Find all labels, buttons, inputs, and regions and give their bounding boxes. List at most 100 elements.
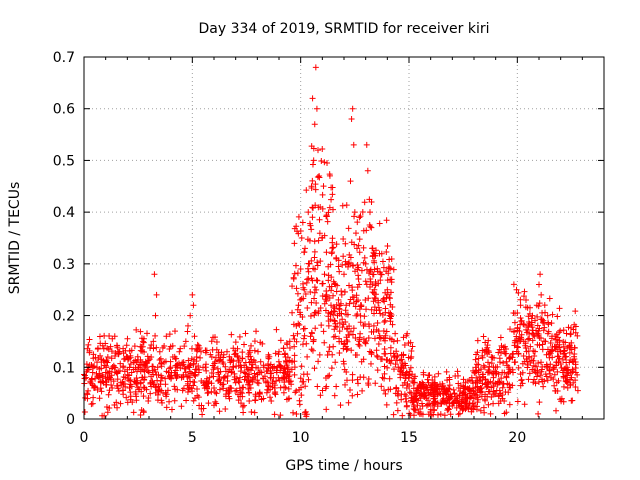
data-point — [293, 322, 300, 329]
data-point — [346, 282, 353, 289]
data-point — [150, 345, 157, 352]
data-point — [193, 348, 200, 355]
data-point — [343, 202, 350, 209]
data-point — [330, 343, 337, 350]
data-point — [322, 385, 329, 392]
axis-ticks: 0 0.1 0.2 0.3 0.4 0.5 0.6 0.7 0 5 10 15 20 — [53, 50, 604, 446]
data-point — [328, 287, 335, 294]
data-point — [459, 396, 466, 403]
data-point — [124, 353, 131, 360]
data-point — [184, 388, 191, 395]
data-point — [283, 375, 290, 382]
data-point — [420, 369, 427, 376]
data-point — [547, 361, 554, 368]
data-point — [566, 343, 573, 350]
data-point — [371, 286, 378, 293]
data-point — [315, 358, 322, 365]
data-point — [412, 373, 419, 380]
data-point — [379, 258, 386, 265]
data-point — [331, 317, 338, 324]
data-point — [319, 280, 326, 287]
data-point — [495, 371, 502, 378]
data-point — [325, 277, 332, 284]
data-point — [311, 295, 318, 302]
data-point — [549, 311, 556, 318]
data-point — [376, 220, 383, 227]
data-point — [492, 364, 499, 371]
data-point — [560, 327, 567, 334]
data-point — [198, 348, 204, 355]
data-point — [323, 291, 330, 298]
data-point — [304, 276, 311, 283]
data-point — [382, 332, 389, 339]
data-point — [381, 319, 388, 326]
data-point — [114, 376, 121, 383]
x-tick-label: 20 — [508, 430, 526, 446]
data-point — [382, 390, 389, 397]
data-point — [216, 386, 223, 393]
data-point — [380, 295, 387, 302]
data-point — [362, 297, 369, 304]
data-point — [341, 366, 348, 373]
data-point — [551, 371, 558, 378]
data-point — [497, 334, 504, 341]
data-point — [242, 370, 249, 377]
data-point — [529, 327, 536, 334]
data-point — [572, 329, 579, 336]
data-point — [567, 324, 574, 331]
x-axis-label: GPS time / hours — [285, 458, 402, 474]
data-point — [183, 397, 190, 404]
data-point — [490, 374, 497, 381]
data-point — [475, 369, 482, 376]
data-point — [536, 334, 543, 341]
data-point — [317, 258, 324, 265]
data-point — [331, 392, 338, 399]
data-point — [392, 330, 399, 337]
data-point — [521, 288, 528, 295]
data-point — [398, 351, 405, 358]
data-point — [294, 228, 301, 235]
data-point — [124, 375, 131, 382]
data-point — [564, 367, 571, 374]
data-point — [90, 394, 97, 401]
data-point — [329, 351, 336, 358]
data-point — [139, 374, 146, 381]
data-point — [186, 362, 193, 369]
data-point — [305, 376, 312, 383]
data-point — [574, 387, 581, 394]
data-point — [561, 365, 568, 372]
data-point — [538, 291, 545, 298]
y-tick-label: 0 — [66, 412, 75, 428]
data-point — [368, 224, 375, 231]
data-point — [293, 338, 300, 345]
data-point — [500, 381, 507, 388]
data-point — [280, 374, 287, 381]
data-point — [373, 352, 380, 359]
data-point — [167, 364, 174, 371]
data-point — [480, 333, 487, 340]
data-point — [473, 351, 480, 358]
data-point — [169, 353, 176, 360]
data-point — [185, 357, 192, 364]
data-point — [305, 268, 312, 275]
data-point — [546, 370, 553, 377]
data-point — [455, 380, 462, 387]
data-point — [536, 281, 542, 288]
data-point — [518, 331, 525, 338]
y-tick-label: 0.3 — [53, 257, 75, 273]
data-point — [329, 235, 336, 242]
data-point — [399, 361, 406, 368]
data-point — [386, 375, 393, 382]
data-point — [374, 354, 381, 361]
data-point — [189, 291, 196, 298]
data-point — [348, 239, 355, 246]
data-point — [342, 381, 349, 388]
data-point — [517, 314, 524, 321]
data-point — [572, 369, 579, 376]
data-point — [291, 240, 298, 247]
data-point — [404, 330, 411, 337]
data-point — [523, 297, 529, 304]
data-point — [517, 302, 524, 309]
data-point — [89, 400, 96, 407]
data-point — [319, 235, 326, 241]
